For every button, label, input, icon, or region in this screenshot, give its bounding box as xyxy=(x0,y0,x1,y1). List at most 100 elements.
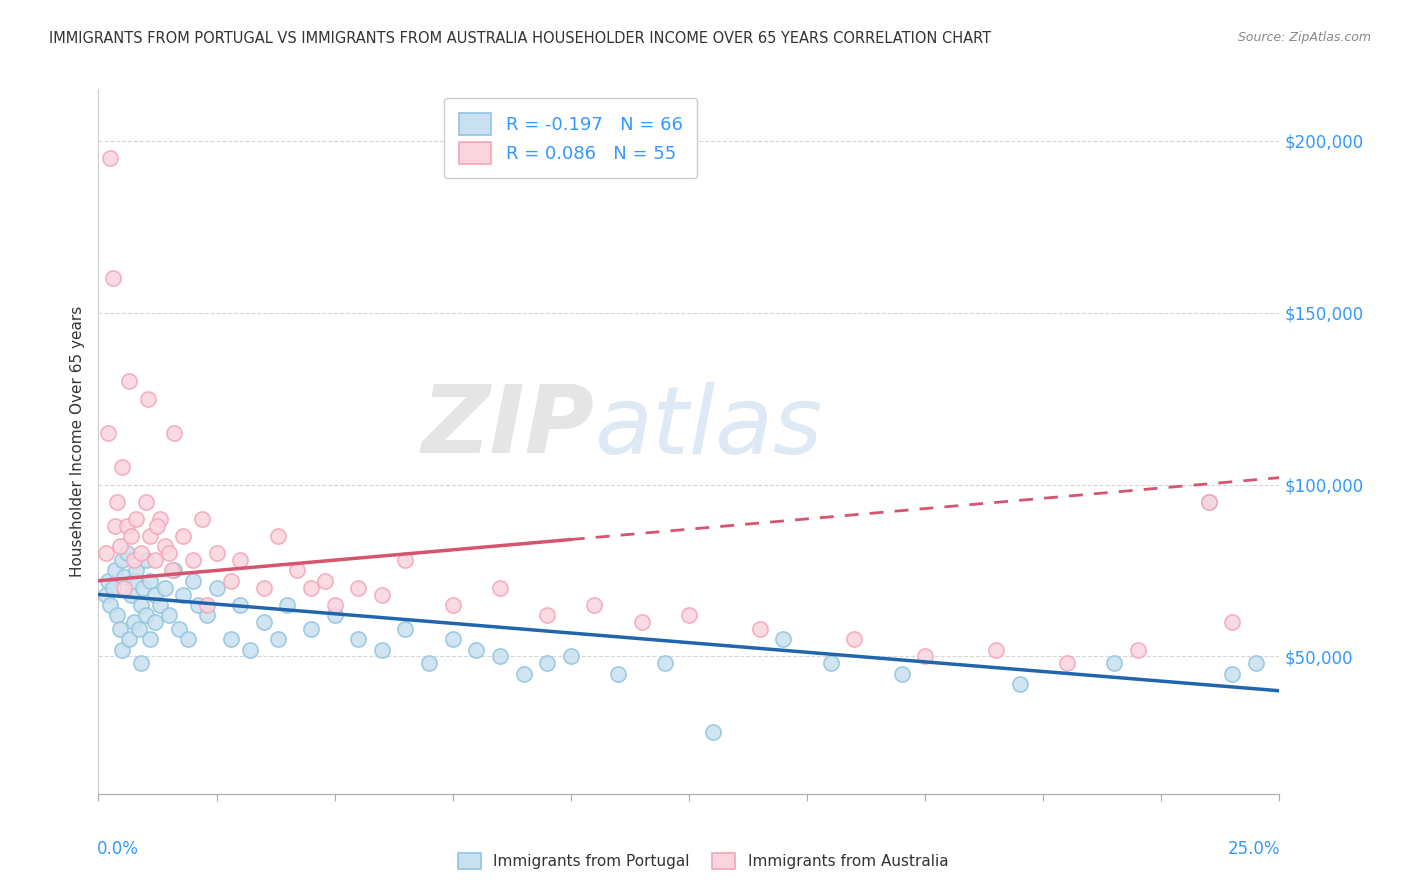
Text: IMMIGRANTS FROM PORTUGAL VS IMMIGRANTS FROM AUSTRALIA HOUSEHOLDER INCOME OVER 65: IMMIGRANTS FROM PORTUGAL VS IMMIGRANTS F… xyxy=(49,31,991,46)
Point xyxy=(489,581,512,595)
Text: 25.0%: 25.0% xyxy=(1229,839,1281,858)
Point xyxy=(135,608,157,623)
Point xyxy=(129,598,152,612)
Point xyxy=(135,494,157,508)
Point xyxy=(172,529,194,543)
Point xyxy=(129,657,152,671)
Point xyxy=(1220,666,1243,681)
Point xyxy=(132,581,155,595)
Text: 0.0%: 0.0% xyxy=(97,839,139,858)
Point xyxy=(560,649,582,664)
Point xyxy=(139,574,162,588)
Point xyxy=(98,151,121,165)
Point xyxy=(253,581,276,595)
Point xyxy=(149,598,172,612)
Point xyxy=(167,622,190,636)
Point xyxy=(536,608,558,623)
Point xyxy=(98,598,121,612)
Point xyxy=(229,598,252,612)
Point xyxy=(122,574,145,588)
Point xyxy=(205,581,228,595)
Point xyxy=(371,587,394,601)
Point xyxy=(94,546,117,560)
Point xyxy=(844,632,866,647)
Point xyxy=(105,494,128,508)
Point xyxy=(394,553,416,567)
Point xyxy=(1102,657,1125,671)
Point xyxy=(205,546,228,560)
Point xyxy=(118,632,141,647)
Legend: Immigrants from Portugal, Immigrants from Australia: Immigrants from Portugal, Immigrants fro… xyxy=(451,847,955,875)
Point xyxy=(890,666,912,681)
Point xyxy=(219,574,242,588)
Point xyxy=(118,375,141,389)
Point xyxy=(371,642,394,657)
Point xyxy=(678,608,700,623)
Point xyxy=(347,581,370,595)
Point xyxy=(276,598,298,612)
Point xyxy=(97,425,120,440)
Point xyxy=(153,581,176,595)
Point xyxy=(914,649,936,664)
Point xyxy=(181,553,204,567)
Point xyxy=(229,553,252,567)
Point xyxy=(121,529,143,543)
Point xyxy=(820,657,842,671)
Point xyxy=(630,615,652,629)
Point xyxy=(702,725,724,739)
Point xyxy=(121,587,143,601)
Point xyxy=(441,632,464,647)
Point xyxy=(101,271,124,285)
Point xyxy=(136,392,159,406)
Point xyxy=(104,564,127,578)
Point xyxy=(583,598,606,612)
Point xyxy=(195,608,218,623)
Point xyxy=(607,666,630,681)
Point xyxy=(195,598,218,612)
Point xyxy=(512,666,534,681)
Point xyxy=(772,632,794,647)
Point xyxy=(285,564,308,578)
Point xyxy=(163,425,186,440)
Point xyxy=(157,546,180,560)
Point xyxy=(489,649,512,664)
Point xyxy=(143,587,166,601)
Point xyxy=(239,642,262,657)
Point xyxy=(181,574,204,588)
Text: Source: ZipAtlas.com: Source: ZipAtlas.com xyxy=(1237,31,1371,45)
Point xyxy=(97,574,120,588)
Point xyxy=(115,518,138,533)
Point xyxy=(112,570,135,584)
Point xyxy=(1008,677,1031,691)
Point xyxy=(267,632,290,647)
Point xyxy=(129,546,152,560)
Point xyxy=(153,540,176,554)
Point xyxy=(347,632,370,647)
Point xyxy=(441,598,464,612)
Text: atlas: atlas xyxy=(595,382,823,473)
Point xyxy=(125,512,148,526)
Point xyxy=(536,657,558,671)
Point xyxy=(111,553,134,567)
Point xyxy=(1126,642,1149,657)
Point xyxy=(122,553,145,567)
Point xyxy=(1056,657,1078,671)
Point xyxy=(177,632,200,647)
Point xyxy=(139,632,162,647)
Legend: R = -0.197   N = 66, R = 0.086   N = 55: R = -0.197 N = 66, R = 0.086 N = 55 xyxy=(444,98,697,178)
Point xyxy=(108,622,131,636)
Point xyxy=(323,608,346,623)
Point xyxy=(111,642,134,657)
Point xyxy=(394,622,416,636)
Point xyxy=(1220,615,1243,629)
Y-axis label: Householder Income Over 65 years: Householder Income Over 65 years xyxy=(69,306,84,577)
Point xyxy=(108,540,131,554)
Point xyxy=(191,512,214,526)
Point xyxy=(146,518,169,533)
Point xyxy=(135,553,157,567)
Point xyxy=(748,622,770,636)
Point xyxy=(1244,657,1267,671)
Point xyxy=(115,546,138,560)
Point xyxy=(299,581,322,595)
Point xyxy=(94,587,117,601)
